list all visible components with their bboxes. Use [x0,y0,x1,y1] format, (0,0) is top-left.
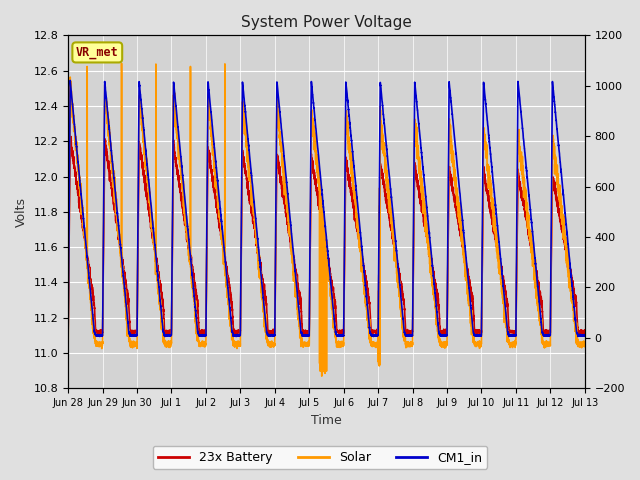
CM1_in [581,332,589,337]
Title: System Power Voltage: System Power Voltage [241,15,412,30]
23x Battery [577,328,585,334]
23x Battery [296,298,303,303]
Solar [190,289,198,295]
CM1_in [188,260,195,266]
Text: VR_met: VR_met [76,46,118,59]
CM1_in [190,288,198,293]
CM1_in [259,292,267,298]
Legend: 23x Battery, Solar, CM1_in: 23x Battery, Solar, CM1_in [153,446,487,469]
23x Battery [184,240,192,245]
23x Battery [64,326,72,332]
Y-axis label: Volts: Volts [15,197,28,227]
Solar [581,342,589,348]
Solar [296,322,303,328]
23x Battery [259,278,267,284]
Line: Solar: Solar [68,63,585,376]
23x Battery [190,276,198,282]
Solar [259,305,267,311]
Solar [184,236,192,241]
Solar [187,266,195,272]
CM1_in [64,333,72,338]
CM1_in [161,334,169,339]
CM1_in [577,333,585,338]
23x Battery [581,327,589,333]
23x Battery [196,332,204,337]
Solar [118,60,125,66]
CM1_in [67,78,74,84]
23x Battery [187,262,195,267]
CM1_in [296,317,303,323]
X-axis label: Time: Time [311,414,342,427]
Solar [577,339,585,345]
Line: 23x Battery: 23x Battery [68,136,585,335]
Solar [318,373,326,379]
Line: CM1_in: CM1_in [68,81,585,336]
23x Battery [67,133,75,139]
Solar [64,343,72,348]
CM1_in [184,232,192,238]
